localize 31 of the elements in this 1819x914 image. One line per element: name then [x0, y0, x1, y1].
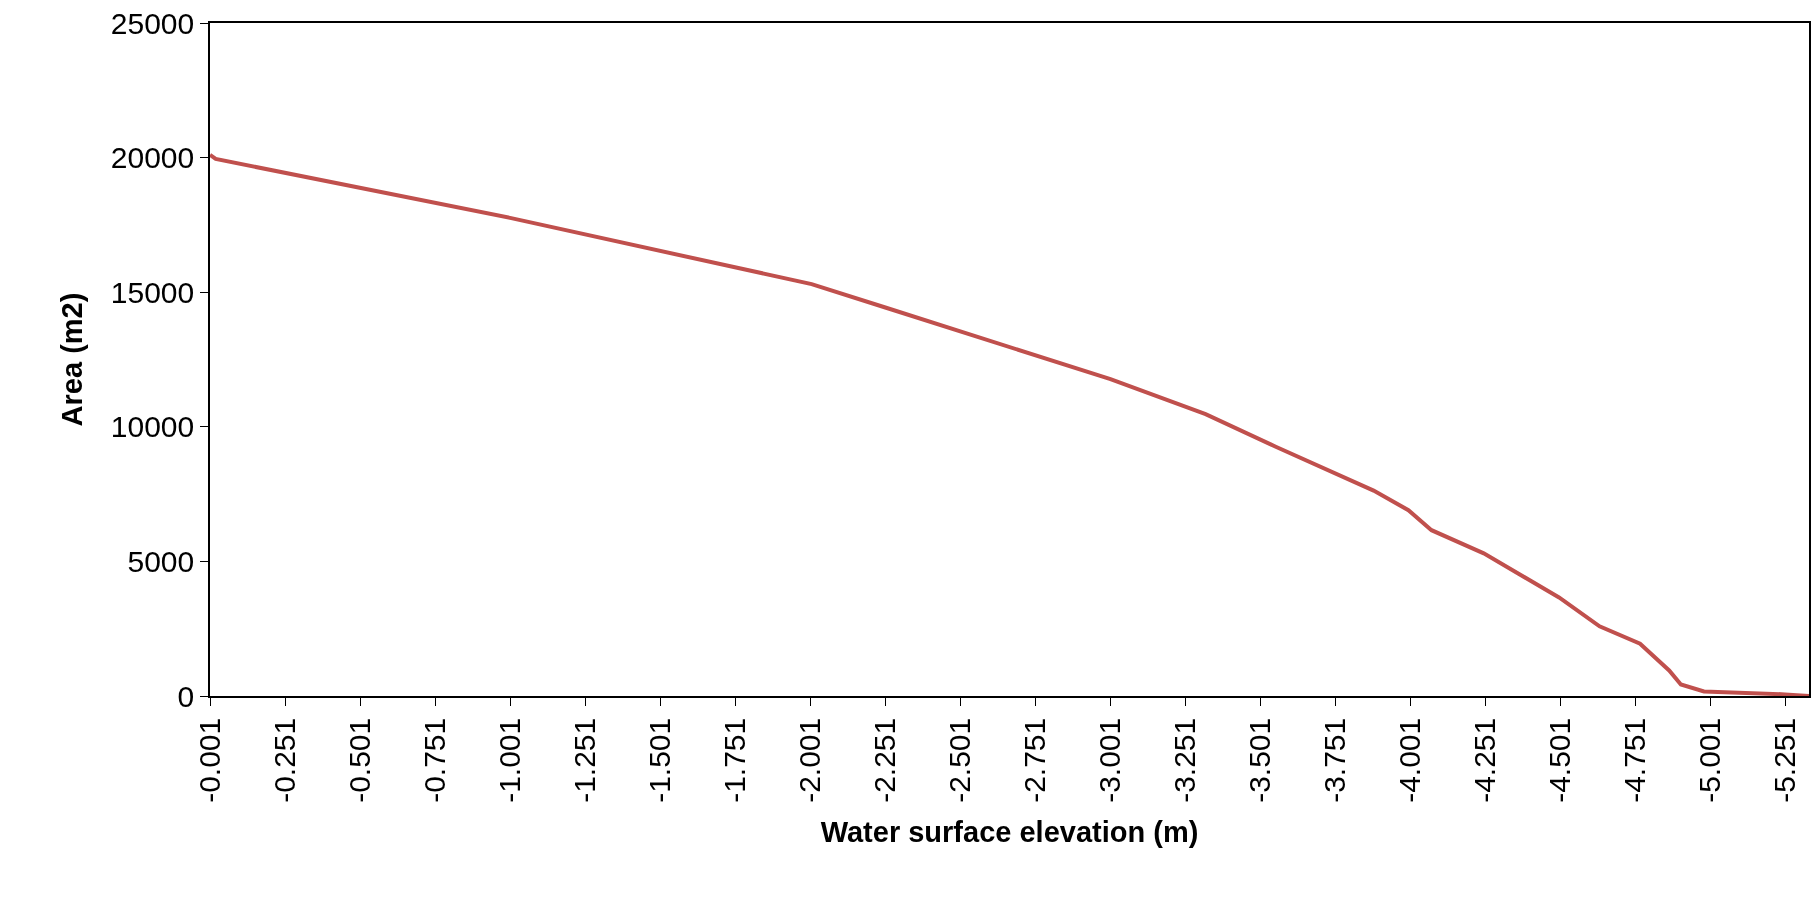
x-tick-label: -1.001 — [492, 717, 526, 803]
x-tick-label: -1.251 — [567, 717, 601, 803]
x-tick-label: -3.501 — [1242, 717, 1276, 803]
y-tick-label: 25000 — [110, 6, 195, 40]
x-tick-label: -5.001 — [1693, 717, 1727, 803]
x-tick-label: -0.751 — [417, 717, 451, 803]
x-tick-label: -0.251 — [267, 717, 301, 803]
line-series — [210, 152, 1809, 696]
x-tick-label: -1.751 — [717, 717, 751, 803]
y-tick-label: 5000 — [127, 544, 195, 578]
y-tick-label: 15000 — [110, 275, 195, 309]
x-tick-label: -4.251 — [1467, 717, 1501, 803]
x-tick-label: -4.751 — [1618, 717, 1652, 803]
x-tick-label: -0.001 — [192, 717, 226, 803]
y-axis-title: Area (m2) — [55, 292, 88, 427]
x-tick-label: -1.501 — [642, 717, 676, 803]
x-tick-label: -4.001 — [1392, 717, 1426, 803]
x-tick-label: -3.001 — [1092, 717, 1126, 803]
x-tick-label: -2.751 — [1017, 717, 1051, 803]
x-tick-label: -3.251 — [1167, 717, 1201, 803]
y-tick-label: 10000 — [110, 410, 195, 444]
x-tick-label: -2.001 — [792, 717, 826, 803]
x-tick-label: -4.501 — [1543, 717, 1576, 803]
y-tick-label: 0 — [177, 679, 195, 713]
y-tick-label: 20000 — [110, 141, 195, 175]
x-axis-title: Water surface elevation (m) — [820, 816, 1199, 849]
x-tick-label: -0.501 — [342, 717, 376, 803]
x-tick-label: -2.251 — [867, 717, 901, 803]
x-tick-label: -3.751 — [1317, 717, 1351, 803]
x-tick-label: -5.251 — [1768, 717, 1802, 803]
x-tick-label: -2.501 — [942, 717, 976, 803]
